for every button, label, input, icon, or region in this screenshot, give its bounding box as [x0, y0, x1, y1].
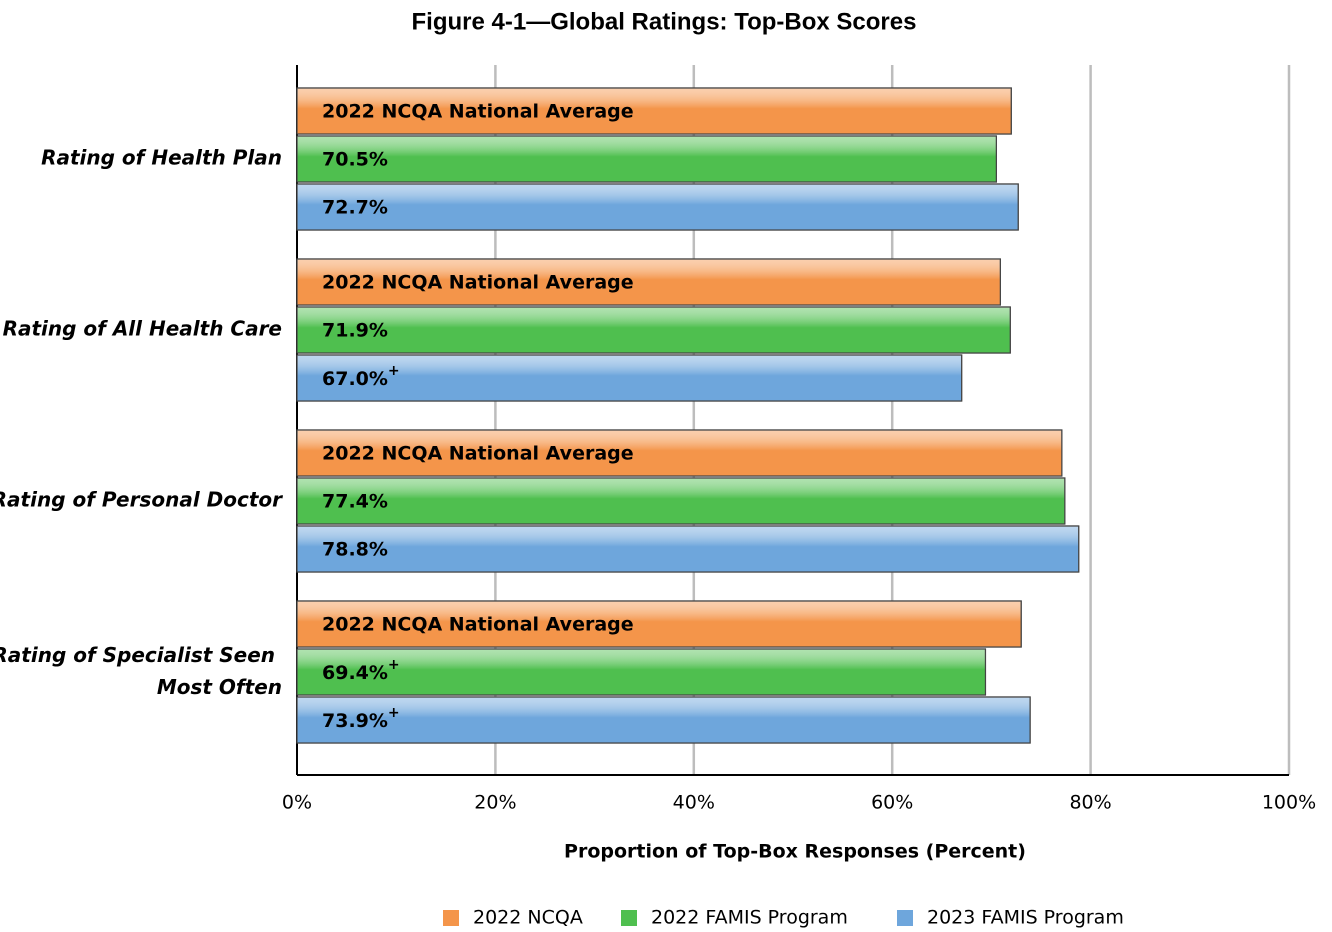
bar-label: 2022 NCQA National Average	[322, 443, 634, 465]
value-label: 70.5%	[322, 149, 388, 171]
chart-title: Figure 4-1—Global Ratings: Top-Box Score…	[412, 8, 917, 35]
x-tick-label: 80%	[1069, 792, 1111, 814]
bar-label: 2022 NCQA National Average	[322, 614, 634, 636]
bar-shine	[296, 354, 963, 402]
x-tick-label: 60%	[871, 792, 913, 814]
legend-label: 2022 FAMIS Program	[651, 907, 848, 929]
x-tick-label: 20%	[474, 792, 516, 814]
bar-label: 2022 NCQA National Average	[322, 101, 634, 123]
bar-shine	[296, 525, 1080, 573]
value-label: 67.0%+	[322, 363, 400, 390]
x-tick-label: 40%	[673, 792, 715, 814]
value-label: 71.9%	[322, 320, 388, 342]
legend-label: 2022 NCQA	[473, 907, 583, 929]
x-tick-label: 100%	[1262, 792, 1316, 814]
x-tick-label: 0%	[282, 792, 312, 814]
value-label: 78.8%	[322, 539, 388, 561]
category-label: Rating of Specialist Seen Most Often	[0, 643, 282, 699]
value-label: 69.4%+	[322, 657, 400, 684]
value-label: 72.7%	[322, 197, 388, 219]
category-label: Rating of Health Plan	[41, 146, 282, 170]
legend-label: 2023 FAMIS Program	[927, 907, 1124, 929]
bar-shine	[296, 87, 1012, 135]
category-label: Rating of Personal Doctor	[0, 488, 283, 512]
legend-swatch	[443, 910, 459, 926]
bar-shine	[296, 258, 1001, 306]
bar-shine	[296, 429, 1063, 477]
bar-shine	[296, 135, 997, 183]
bar-shine	[296, 648, 987, 696]
category-label: Rating of All Health Care	[3, 317, 282, 341]
bar-shine	[296, 183, 1019, 231]
bar-shine	[296, 600, 1022, 648]
bar-shine	[296, 477, 1066, 525]
bar-shine	[296, 696, 1031, 744]
legend-swatch	[621, 910, 637, 926]
value-label: 73.9%+	[322, 705, 400, 732]
x-axis-label: Proportion of Top-Box Responses (Percent…	[564, 841, 1026, 863]
bar-shine	[296, 306, 1011, 354]
bar-label: 2022 NCQA National Average	[322, 272, 634, 294]
value-label: 77.4%	[322, 491, 388, 513]
legend-swatch	[897, 910, 913, 926]
